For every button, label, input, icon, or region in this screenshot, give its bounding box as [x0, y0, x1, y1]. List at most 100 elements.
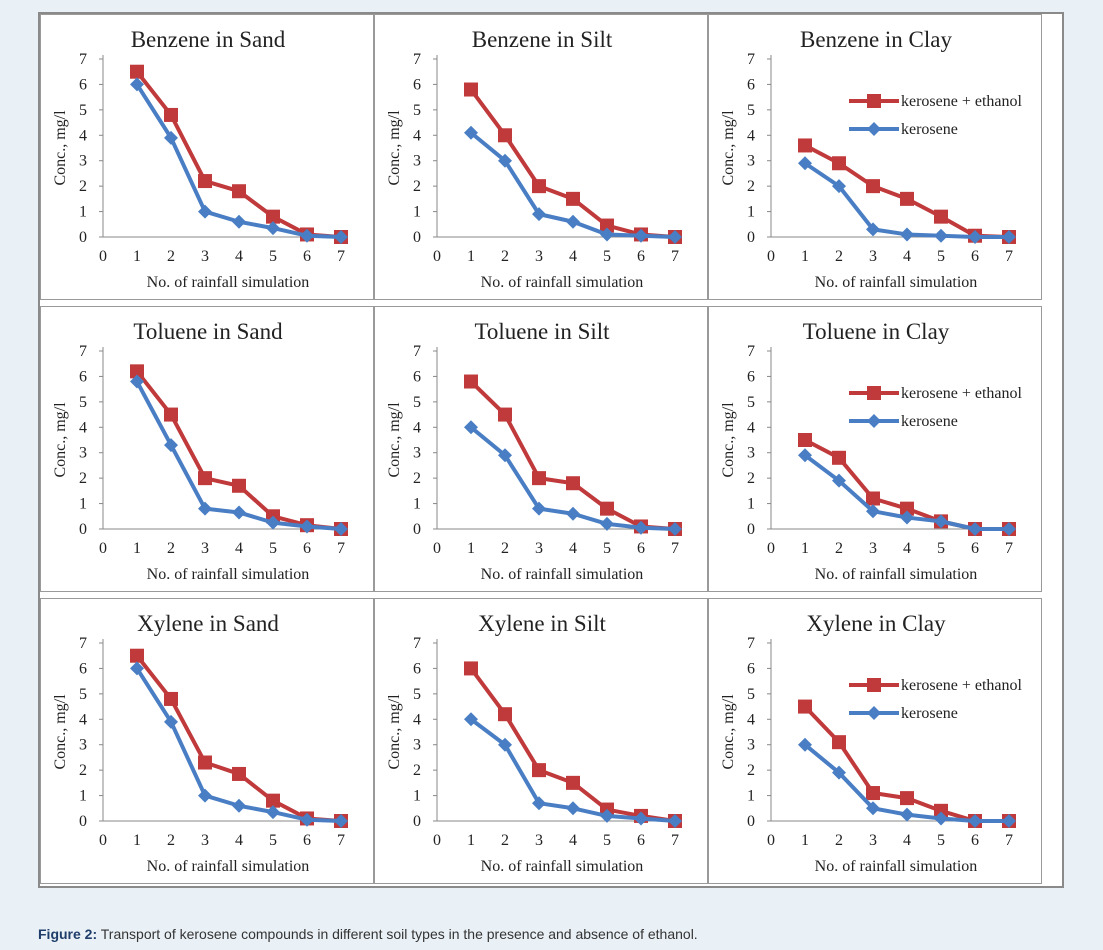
data-point-kerosene-ethanol: [532, 763, 546, 778]
y-tick-label: 3: [79, 153, 87, 170]
y-axis-label: Conc., mg/l: [386, 694, 403, 770]
data-point-kerosene-ethanol: [832, 156, 846, 171]
data-point-kerosene: [866, 504, 880, 519]
x-axis-label: No. of rainfall simulation: [481, 858, 644, 875]
y-tick-label: 6: [413, 368, 421, 385]
x-tick-label: 3: [869, 540, 877, 557]
y-tick-label: 2: [747, 762, 755, 779]
y-tick-label: 6: [79, 368, 87, 385]
y-tick-label: 4: [413, 419, 421, 436]
data-point-kerosene-ethanol: [164, 691, 178, 706]
y-tick-label: 2: [747, 178, 755, 195]
x-tick-label: 0: [767, 832, 775, 849]
data-point-kerosene-ethanol: [464, 374, 478, 389]
data-point-kerosene-ethanol: [866, 786, 880, 801]
data-point-kerosene: [498, 448, 512, 463]
y-tick-label: 1: [79, 496, 87, 513]
data-point-kerosene-ethanol: [130, 64, 144, 79]
x-tick-label: 1: [467, 832, 475, 849]
data-point-kerosene: [498, 737, 512, 752]
data-point-kerosene: [232, 214, 246, 229]
data-point-kerosene: [1002, 814, 1016, 828]
y-tick-label: 1: [79, 204, 87, 221]
x-tick-label: 3: [201, 832, 209, 849]
data-point-kerosene-ethanol: [232, 478, 246, 493]
data-point-kerosene: [300, 519, 314, 534]
data-point-kerosene: [300, 812, 314, 827]
y-tick-label: 0: [747, 521, 755, 538]
data-point-kerosene: [668, 230, 682, 244]
chart-panel-xylene-clay: Xylene in Clay 0 1 2 3 4 5 6 7 0 1 2 3 4 5 6 7 No. of rai…: [708, 598, 1042, 884]
x-tick-label: 2: [167, 248, 175, 265]
legend-label: kerosene: [901, 413, 958, 430]
y-axis-label: Conc., mg/l: [386, 402, 403, 478]
data-point-kerosene: [464, 420, 478, 435]
y-tick-label: 4: [79, 419, 87, 436]
data-point-kerosene: [532, 501, 546, 516]
x-tick-label: 4: [569, 832, 577, 849]
x-tick-label: 3: [535, 832, 543, 849]
legend-label: kerosene + ethanol: [901, 677, 1023, 694]
data-point-kerosene-ethanol: [266, 793, 280, 808]
legend-marker-kerosene: [867, 122, 881, 136]
y-tick-label: 6: [413, 660, 421, 677]
x-axis-label: No. of rainfall simulation: [147, 858, 310, 875]
chart-svg: Xylene in Silt 0 1 2 3 4 5 6 7 0 1 2 3 4 5 6 7 No. of rai…: [386, 611, 682, 875]
x-tick-label: 2: [501, 832, 509, 849]
y-axis-label: Conc., mg/l: [52, 694, 69, 770]
data-point-kerosene-ethanol: [198, 174, 212, 189]
data-point-kerosene-ethanol: [600, 501, 614, 516]
x-axis-label: No. of rainfall simulation: [147, 274, 310, 291]
data-point-kerosene-ethanol: [832, 450, 846, 465]
data-point-kerosene-ethanol: [198, 471, 212, 486]
y-tick-label: 1: [747, 496, 755, 513]
x-axis-label: No. of rainfall simulation: [481, 566, 644, 583]
chart-panel-toluene-silt: Toluene in Silt 0 1 2 3 4 5 6 7 0 1 2 3 4 5 6 7 No. of ra…: [374, 306, 708, 592]
y-axis-label: Conc., mg/l: [52, 402, 69, 478]
legend-label: kerosene + ethanol: [901, 93, 1023, 110]
data-point-kerosene-ethanol: [934, 803, 948, 818]
data-point-kerosene-ethanol: [164, 107, 178, 122]
data-point-kerosene-ethanol: [532, 179, 546, 194]
series-line-kerosene-ethanol: [135, 654, 342, 823]
x-tick-label: 3: [201, 248, 209, 265]
x-tick-label: 7: [671, 540, 679, 557]
chart-title: Toluene in Clay: [803, 319, 950, 344]
data-point-kerosene-ethanol: [798, 433, 812, 447]
x-tick-label: 0: [99, 248, 107, 265]
data-point-kerosene-ethanol: [164, 407, 178, 422]
y-tick-label: 1: [413, 204, 421, 221]
legend-marker-kerosene-ethanol: [867, 678, 881, 692]
x-tick-label: 5: [603, 540, 611, 557]
data-point-kerosene: [198, 501, 212, 516]
data-point-kerosene: [668, 814, 682, 828]
data-point-kerosene: [300, 228, 314, 243]
y-tick-label: 3: [747, 737, 755, 754]
data-point-kerosene: [266, 515, 280, 530]
data-point-kerosene: [464, 125, 478, 140]
y-tick-label: 0: [79, 229, 87, 246]
data-point-kerosene-ethanol: [900, 501, 914, 516]
x-tick-label: 3: [535, 248, 543, 265]
y-tick-label: 7: [413, 343, 421, 360]
data-point-kerosene-ethanol: [866, 491, 880, 506]
x-tick-label: 6: [971, 540, 979, 557]
x-tick-label: 2: [501, 540, 509, 557]
y-tick-label: 0: [747, 813, 755, 830]
x-tick-label: 3: [869, 248, 877, 265]
y-tick-label: 5: [79, 102, 87, 119]
chart-panel-toluene-sand: Toluene in Sand 0 1 2 3 4 5 6 7 0 1 2 3 4 5 6 7 No. of ra…: [40, 306, 374, 592]
x-tick-label: 4: [235, 832, 243, 849]
data-point-kerosene: [968, 522, 982, 536]
y-tick-label: 5: [413, 102, 421, 119]
x-tick-label: 7: [1005, 540, 1013, 557]
y-tick-label: 2: [79, 178, 87, 195]
y-tick-label: 3: [413, 153, 421, 170]
legend-marker-kerosene-ethanol: [867, 386, 881, 400]
data-point-kerosene: [934, 228, 948, 243]
chart-panel-benzene-clay: Benzene in Clay 0 1 2 3 4 5 6 7 0 1 2 3 4 5 6 7 No. of ra…: [708, 14, 1042, 300]
x-tick-label: 5: [937, 540, 945, 557]
data-point-kerosene: [130, 374, 144, 389]
x-tick-label: 1: [801, 248, 809, 265]
data-point-kerosene: [232, 505, 246, 520]
